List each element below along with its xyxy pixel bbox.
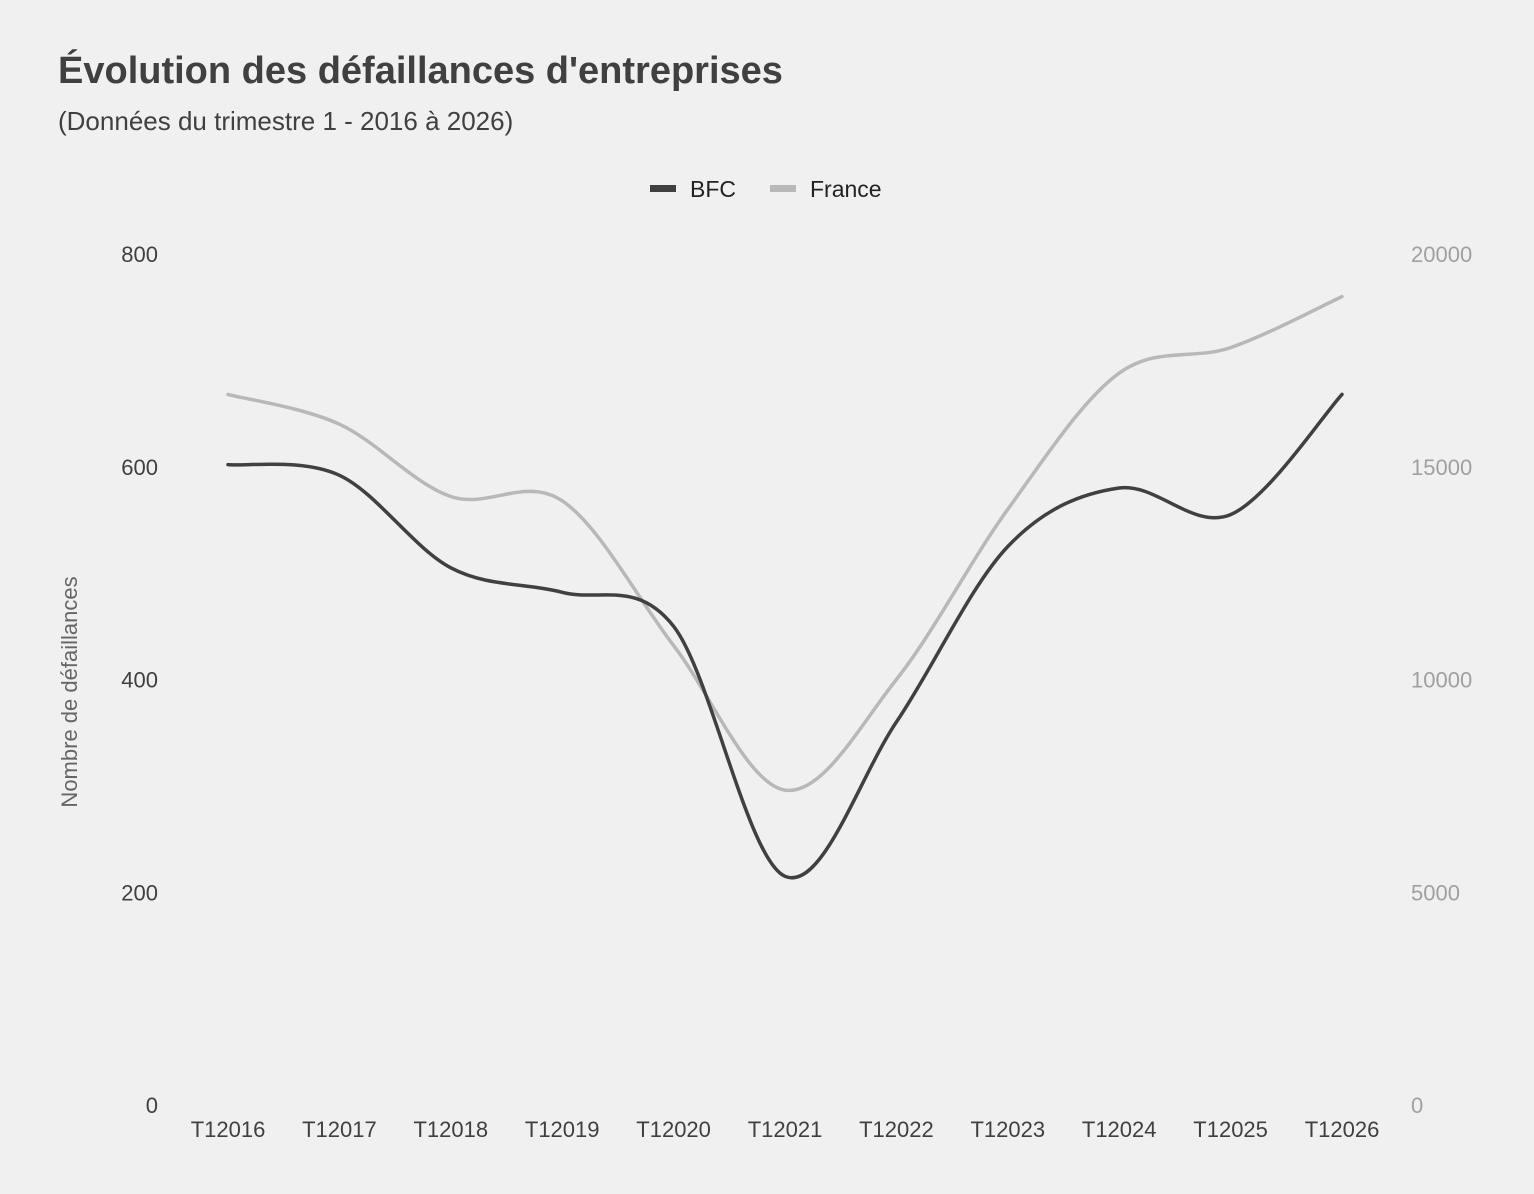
x-tick-label: T12025 xyxy=(1193,1117,1268,1142)
y-axis-right: 0 5000 10000 15000 20000 xyxy=(1411,242,1472,1118)
x-tick-label: T12024 xyxy=(1082,1117,1157,1142)
legend-label-bfc: BFC xyxy=(690,176,736,202)
y-left-tick-label: 600 xyxy=(121,455,158,480)
x-tick-label: T12018 xyxy=(413,1117,488,1142)
y-right-tick-label: 15000 xyxy=(1411,455,1472,480)
x-tick-label: T12022 xyxy=(859,1117,934,1142)
legend-swatch-bfc xyxy=(650,185,676,192)
series-line-bfc xyxy=(226,392,1344,880)
legend-label-france: France xyxy=(810,176,882,202)
y-right-tick-label: 5000 xyxy=(1411,880,1460,905)
x-tick-label: T12021 xyxy=(748,1117,823,1142)
x-tick-label: T12017 xyxy=(302,1117,377,1142)
x-tick-label: T12016 xyxy=(191,1117,266,1142)
series-line-france xyxy=(226,294,1344,792)
y-right-tick-label: 20000 xyxy=(1411,242,1472,267)
legend-swatch-france xyxy=(770,185,796,192)
x-tick-label: T12020 xyxy=(636,1117,711,1142)
y-left-tick-label: 400 xyxy=(121,668,158,693)
y-left-tick-label: 800 xyxy=(121,242,158,267)
y-right-tick-label: 10000 xyxy=(1411,668,1472,693)
x-tick-label: T12026 xyxy=(1305,1117,1380,1142)
y-left-tick-label: 0 xyxy=(146,1093,158,1118)
x-tick-label: T12023 xyxy=(970,1117,1045,1142)
y-right-tick-label: 0 xyxy=(1411,1093,1423,1118)
y-axis-label: Nombre de défaillances xyxy=(57,576,82,807)
legend: BFC France xyxy=(650,176,882,202)
chart-subtitle: (Données du trimestre 1 - 2016 à 2026) xyxy=(58,106,514,136)
y-axis-left: 0 200 400 600 800 xyxy=(121,242,158,1118)
x-tick-label: T12019 xyxy=(525,1117,600,1142)
chart-title: Évolution des défaillances d'entreprises xyxy=(58,50,783,92)
y-left-tick-label: 200 xyxy=(121,880,158,905)
x-axis: T12016 T12017 T12018 T12019 T12020 T12021 T120… xyxy=(191,1117,1380,1142)
series-layer xyxy=(226,294,1344,880)
